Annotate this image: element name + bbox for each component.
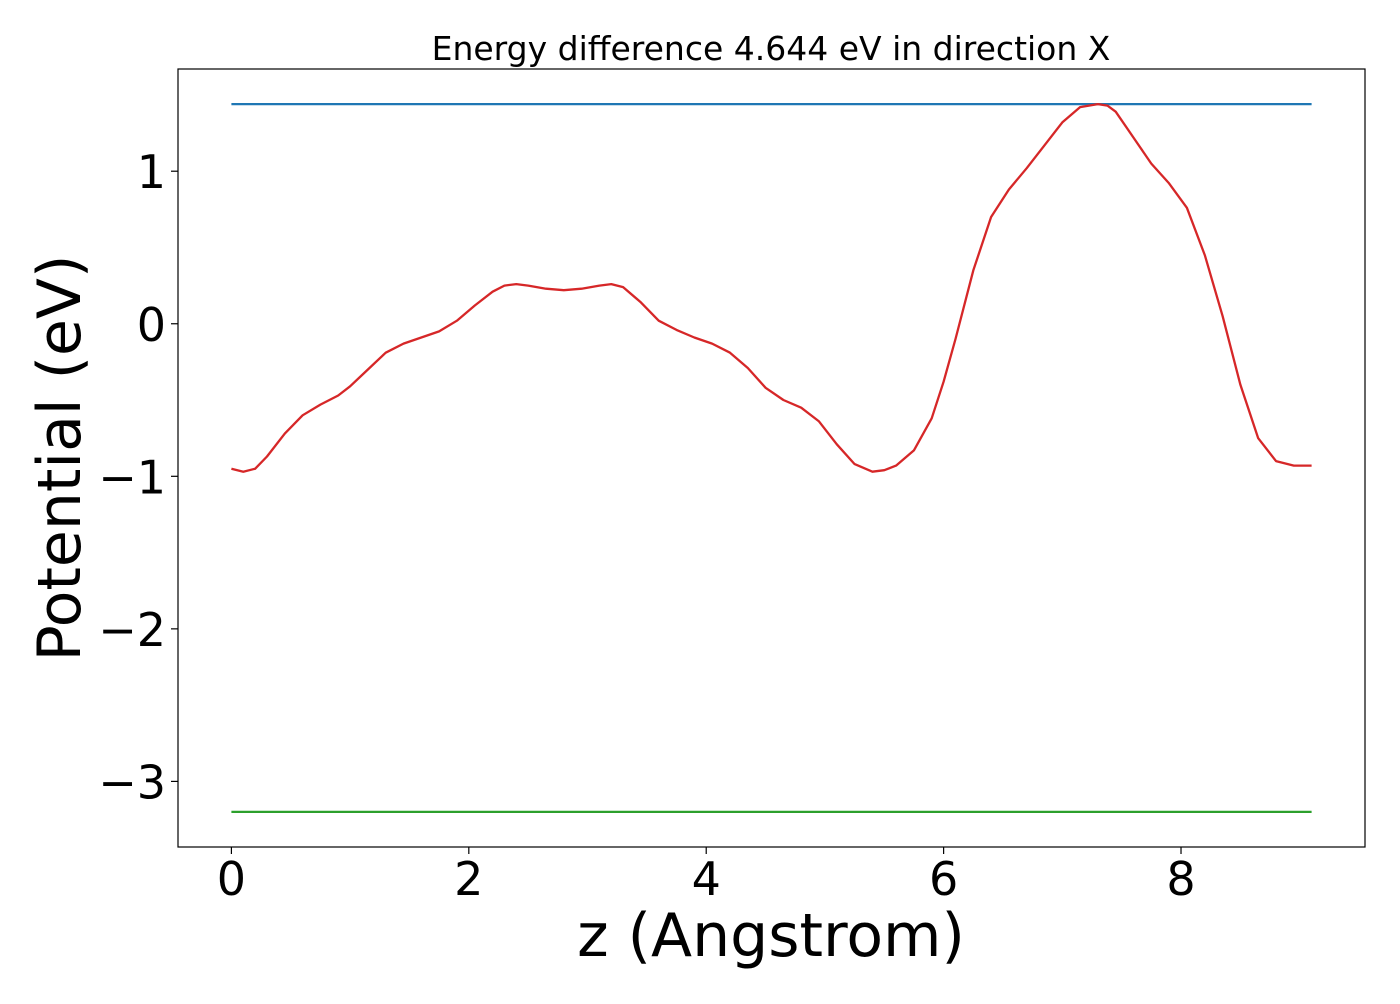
y-axis-ticks: −3 −2 −1 0 1 (98, 145, 178, 809)
y-tick-label: −2 (98, 603, 166, 657)
y-tick-label: −1 (98, 450, 166, 504)
y-axis-label: Potential (eV) (25, 255, 95, 662)
x-axis-ticks: 0 2 4 6 8 (217, 847, 1196, 906)
x-tick-label: 2 (454, 852, 483, 906)
x-tick-label: 8 (1166, 852, 1195, 906)
y-tick-label: 1 (137, 145, 166, 199)
chart-title: Energy difference 4.644 eV in direction … (432, 29, 1111, 68)
x-axis-label: z (Angstrom) (577, 901, 965, 971)
y-tick-label: −3 (98, 755, 166, 809)
y-tick-label: 0 (137, 298, 166, 352)
x-tick-label: 6 (929, 852, 958, 906)
x-tick-label: 4 (692, 852, 721, 906)
plot-area (231, 102, 1312, 814)
series-line-3 (231, 102, 1312, 473)
axes-frame (177, 68, 1366, 848)
x-tick-label: 0 (217, 852, 246, 906)
